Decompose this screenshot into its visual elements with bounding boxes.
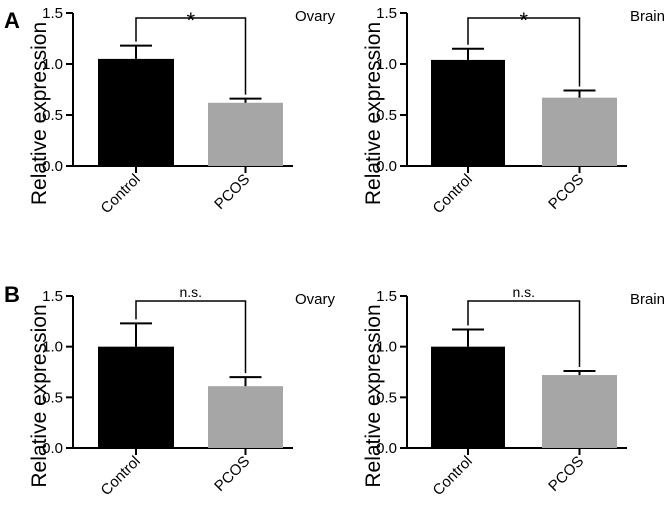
y-axis-title: Relative expression <box>362 304 385 487</box>
y-tick-label: 1.5 <box>376 288 397 305</box>
significance-bracket <box>135 300 247 374</box>
significance-label: * <box>519 8 528 33</box>
y-tick-label: 1.5 <box>42 5 63 22</box>
tissue-label: Ovary <box>295 291 336 308</box>
y-tick-label: 1.0 <box>42 339 63 356</box>
panel-label-b: B <box>4 282 20 307</box>
y-tick-label: 0.0 <box>42 158 63 175</box>
significance-bracket <box>135 17 247 95</box>
bar-pcos <box>542 97 617 166</box>
y-tick-label: 0.0 <box>376 440 397 457</box>
y-tick-label: 1.5 <box>376 5 397 22</box>
y-tick-label: 0.0 <box>42 440 63 457</box>
bar-control <box>431 59 505 166</box>
panel-label-a: A <box>4 8 20 33</box>
category-label: PCOS <box>211 171 253 213</box>
bar-pcos <box>542 375 617 448</box>
y-tick-label: 0.5 <box>42 389 63 406</box>
y-tick-label: 1.0 <box>376 339 397 356</box>
y-tick-label: 1.0 <box>42 56 63 73</box>
y-tick-label: 0.0 <box>376 158 397 175</box>
significance-label: n.s. <box>179 284 202 300</box>
category-label: PCOS <box>545 453 587 495</box>
significance-bracket <box>467 17 581 87</box>
tissue-label: Brain <box>630 8 665 25</box>
tissue-label: Brain <box>630 291 665 308</box>
y-tick-label: 0.5 <box>376 389 397 406</box>
y-axis-title: Relative expression <box>362 22 385 205</box>
bar-control <box>431 346 505 448</box>
y-tick-label: 0.5 <box>42 107 63 124</box>
significance-label: * <box>186 8 195 33</box>
significance-bracket <box>467 300 581 367</box>
y-axis-title: Relative expression <box>28 304 51 487</box>
bar-control <box>98 346 174 448</box>
category-label: PCOS <box>545 171 587 213</box>
category-label: Control <box>430 171 476 217</box>
bar-control <box>98 58 174 166</box>
y-tick-label: 1.0 <box>376 56 397 73</box>
tissue-label: Ovary <box>295 8 336 25</box>
category-label: PCOS <box>211 453 253 495</box>
y-tick-label: 0.5 <box>376 107 397 124</box>
category-label: Control <box>430 453 476 499</box>
bar-pcos <box>208 386 283 448</box>
y-axis-title: Relative expression <box>28 22 51 205</box>
y-tick-label: 1.5 <box>42 288 63 305</box>
bar-pcos <box>208 102 283 166</box>
category-label: Control <box>98 171 144 217</box>
significance-label: n.s. <box>512 284 535 300</box>
category-label: Control <box>98 453 144 499</box>
